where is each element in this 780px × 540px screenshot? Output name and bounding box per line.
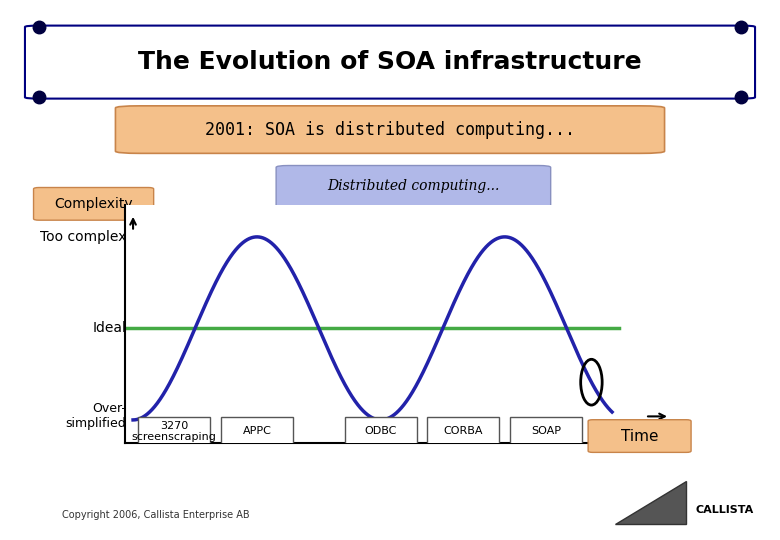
FancyBboxPatch shape xyxy=(427,417,499,444)
FancyBboxPatch shape xyxy=(25,25,755,99)
Polygon shape xyxy=(615,481,686,524)
Text: Distributed computing...: Distributed computing... xyxy=(328,179,499,193)
FancyBboxPatch shape xyxy=(345,417,417,444)
FancyBboxPatch shape xyxy=(588,420,691,453)
Text: APPC: APPC xyxy=(243,427,271,436)
Text: CORBA: CORBA xyxy=(444,427,483,436)
Text: Too complex: Too complex xyxy=(40,230,126,244)
FancyBboxPatch shape xyxy=(221,417,292,444)
FancyBboxPatch shape xyxy=(115,106,665,153)
FancyBboxPatch shape xyxy=(138,417,211,444)
FancyBboxPatch shape xyxy=(276,166,551,207)
Text: 2001: SOA is distributed computing...: 2001: SOA is distributed computing... xyxy=(205,120,575,139)
Text: Ideal: Ideal xyxy=(93,321,126,335)
FancyBboxPatch shape xyxy=(510,417,582,444)
FancyBboxPatch shape xyxy=(34,187,154,220)
Text: ODBC: ODBC xyxy=(364,427,397,436)
Text: 3270
screenscraping: 3270 screenscraping xyxy=(132,421,217,442)
Text: CALLISTA: CALLISTA xyxy=(696,505,753,515)
Text: 2005: 2005 xyxy=(611,427,639,436)
Text: Over-
simplified: Over- simplified xyxy=(66,402,126,430)
Text: Complexity: Complexity xyxy=(55,197,133,211)
Text: The Evolution of SOA infrastructure: The Evolution of SOA infrastructure xyxy=(138,50,642,74)
Text: SOAP: SOAP xyxy=(531,427,561,436)
Text: Time: Time xyxy=(621,429,658,443)
Text: Copyright 2006, Callista Enterprise AB: Copyright 2006, Callista Enterprise AB xyxy=(62,510,250,521)
